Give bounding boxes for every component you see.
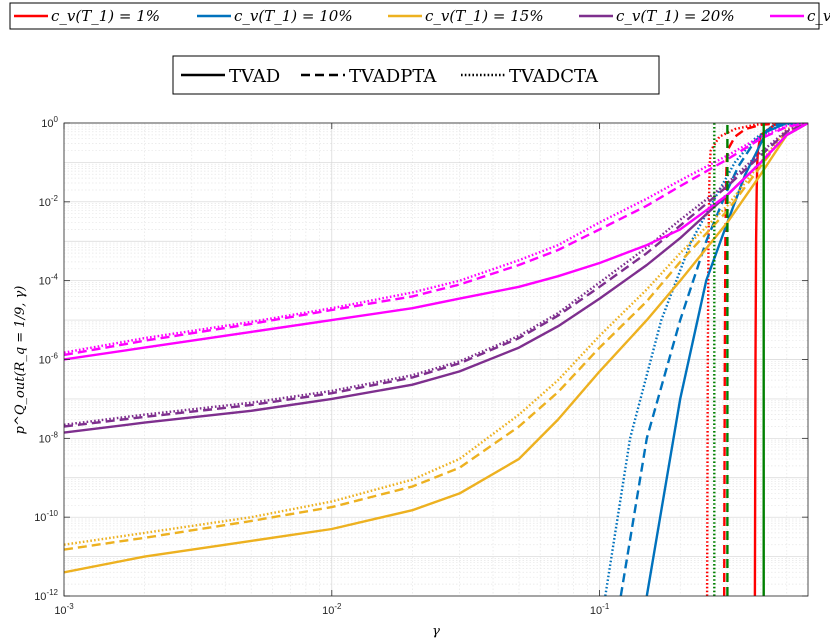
legend-label-4: c_v(T_1) = 25%	[807, 7, 830, 25]
series-line-2	[705, 123, 808, 596]
style-label-2: TVADCTA	[509, 66, 599, 87]
y-tick-label: 10-10	[34, 509, 58, 524]
series-line-10	[64, 123, 808, 428]
y-tick-label: 10-6	[39, 352, 59, 367]
series-group	[64, 123, 808, 596]
style-label-1: TVADPTA	[349, 66, 437, 87]
legend-label-1: c_v(T_1) = 10%	[234, 7, 353, 25]
y-tick-label: 10-2	[39, 194, 59, 209]
legend-label-2: c_v(T_1) = 15%	[425, 7, 544, 25]
style-legend-box	[172, 55, 660, 95]
series-line-14	[64, 123, 808, 354]
series-line-6	[64, 123, 808, 574]
series-line-7	[64, 123, 808, 551]
tick-labels: 10-3 10-2 10-1 100 10-2 10-4 10-6 10-8 10-10 10-1…	[34, 115, 610, 617]
legend-label-3: c_v(T_1) = 20%	[616, 7, 735, 25]
series-line-12	[64, 123, 808, 361]
x-tick-label: 10-3	[54, 602, 74, 617]
y-tick-label: 100	[41, 115, 58, 130]
y-axis-label: p^Q_out(R_q = 1/9, γ)	[13, 286, 28, 435]
legend-label-0: c_v(T_1) = 1%	[51, 7, 160, 25]
x-tick-label: 10-2	[322, 602, 342, 617]
style-legend: TVAD TVADPTA TVADCTA	[172, 55, 660, 95]
color-legend: c_v(T_1) = 1% c_v(T_1) = 10% c_v(T_1) = 15…	[9, 2, 830, 30]
x-axis-label: γ	[432, 624, 440, 639]
y-tick-label: 10-12	[34, 588, 58, 603]
series-line-13	[64, 123, 808, 357]
y-tick-label: 10-4	[39, 273, 59, 288]
x-tick-label: 10-1	[590, 602, 610, 617]
grid	[63, 122, 808, 597]
style-label-0: TVAD	[229, 66, 280, 87]
series-line-8	[64, 123, 808, 546]
ticks	[63, 122, 808, 597]
y-tick-label: 10-8	[39, 430, 59, 445]
series-line-3	[645, 123, 808, 596]
